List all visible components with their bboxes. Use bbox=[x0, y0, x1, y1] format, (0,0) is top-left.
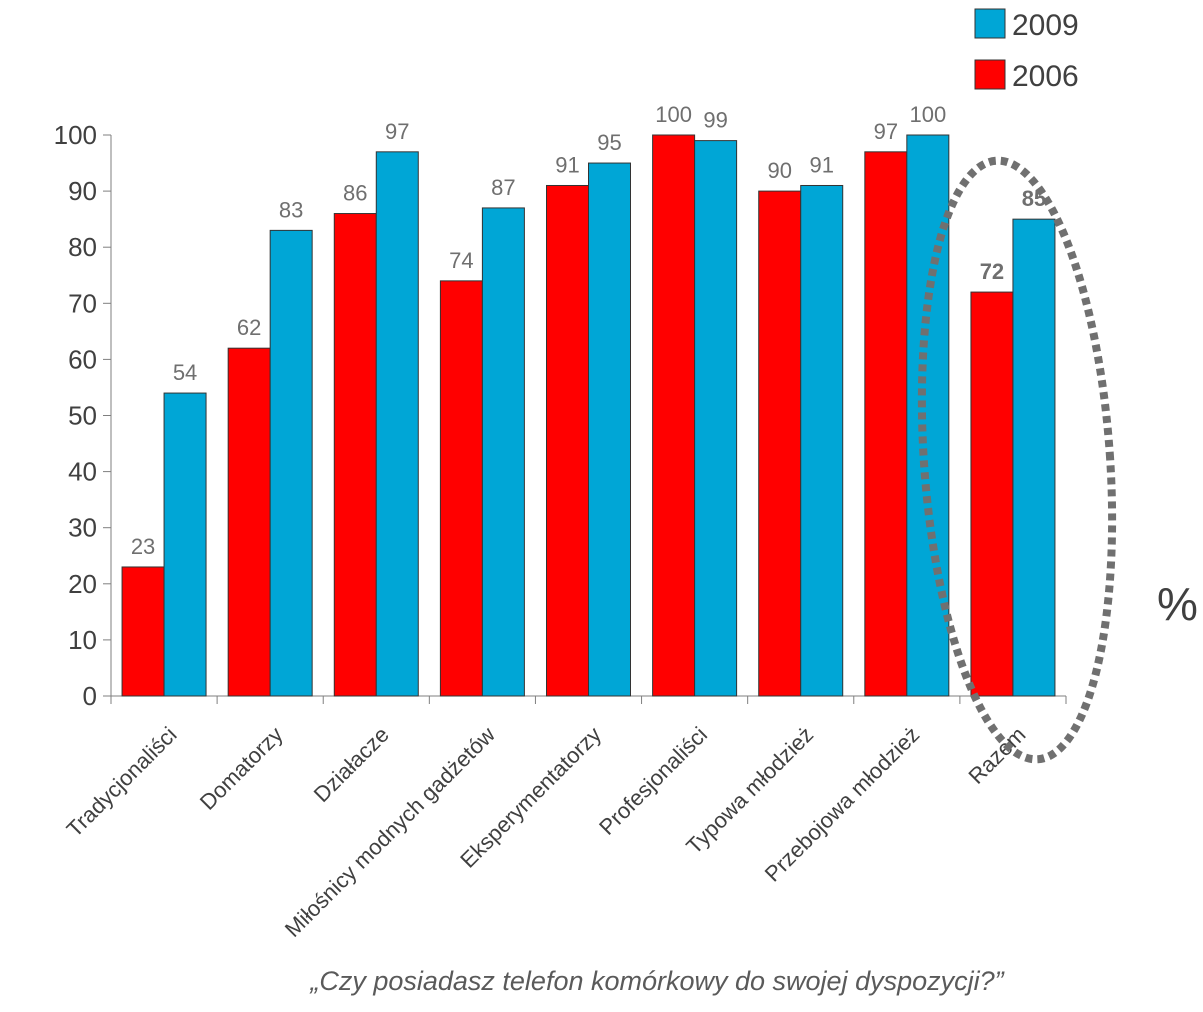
data-label-2009-2: 97 bbox=[385, 119, 409, 144]
data-label-2006-3: 74 bbox=[449, 248, 473, 273]
data-label-2009-5: 99 bbox=[703, 108, 727, 133]
data-label-2006-6: 90 bbox=[767, 158, 791, 183]
bar-2009-5 bbox=[694, 140, 738, 697]
y-tick-label: 100 bbox=[54, 120, 97, 150]
bar-2009-2 bbox=[375, 151, 419, 697]
category-label-1: Domatorzy bbox=[195, 722, 288, 815]
data-label-2006-4: 91 bbox=[555, 152, 579, 177]
bars-group bbox=[121, 134, 1056, 697]
bar-2009-7 bbox=[906, 134, 950, 697]
legend-swatch-2006 bbox=[974, 59, 1006, 90]
unit-label: % bbox=[1157, 578, 1198, 630]
y-tick-label: 40 bbox=[68, 457, 97, 487]
bar-2009-1 bbox=[269, 229, 313, 697]
y-axis: 0 10 20 30 40 50 60 70 80 90 100 bbox=[54, 120, 112, 711]
legend-label-2009: 2009 bbox=[1012, 9, 1079, 42]
category-label-0: Tradycjonaliści bbox=[62, 722, 182, 842]
y-tick-label: 30 bbox=[68, 513, 97, 543]
bar-2006-6 bbox=[758, 190, 802, 697]
y-tick-label: 0 bbox=[83, 681, 97, 711]
category-label-3: Miłośnicy modnych gadżetów bbox=[280, 722, 500, 942]
bar-2009-3 bbox=[481, 207, 525, 697]
bar-2006-4 bbox=[546, 184, 589, 697]
data-label-2006-7: 97 bbox=[874, 119, 898, 144]
data-label-2006-0: 23 bbox=[131, 534, 155, 559]
legend: 2009 2006 bbox=[974, 8, 1079, 93]
y-tick-label: 70 bbox=[68, 288, 97, 318]
data-label-2009-7: 100 bbox=[909, 102, 946, 127]
category-label-2: Działacze bbox=[309, 722, 394, 807]
y-tick-label: 10 bbox=[68, 625, 97, 655]
bar-2009-4 bbox=[588, 162, 631, 697]
bar-2006-7 bbox=[864, 151, 908, 697]
legend-label-2006: 2006 bbox=[1012, 60, 1079, 93]
data-label-2009-6: 91 bbox=[809, 152, 833, 177]
data-label-2009-3: 87 bbox=[491, 175, 515, 200]
bar-2006-3 bbox=[439, 280, 483, 697]
bar-2009-6 bbox=[800, 184, 844, 697]
category-labels-group: Tradycjonaliści Domatorzy DziałaczeMiłośni… bbox=[62, 722, 1031, 942]
bar-2006-2 bbox=[333, 213, 377, 697]
data-label-2009-4: 95 bbox=[597, 130, 621, 155]
y-tick-label: 90 bbox=[68, 176, 97, 206]
bar-2009-8 bbox=[1012, 218, 1056, 697]
bar-2009-0 bbox=[163, 392, 207, 697]
bar-2006-5 bbox=[652, 134, 696, 697]
x-axis bbox=[110, 695, 1067, 704]
category-label-5: Profesjonaliści bbox=[594, 722, 712, 840]
y-tick-label: 50 bbox=[68, 401, 97, 431]
legend-swatch-2009 bbox=[974, 8, 1006, 39]
bar-2006-0 bbox=[121, 566, 165, 697]
bar-2006-1 bbox=[227, 347, 271, 697]
data-label-2009-1: 83 bbox=[279, 197, 303, 222]
bar-2006-8 bbox=[970, 291, 1014, 697]
data-label-2006-5: 100 bbox=[655, 102, 692, 127]
y-tick-label: 80 bbox=[68, 232, 97, 262]
data-label-2006-2: 86 bbox=[343, 181, 367, 206]
data-label-2006-8: 72 bbox=[980, 259, 1004, 284]
data-label-2006-1: 62 bbox=[237, 315, 261, 340]
chart-caption: „Czy posiadasz telefon komórkowy do swoj… bbox=[309, 966, 1004, 996]
highlight-ellipse bbox=[917, 156, 1117, 764]
y-tick-label: 60 bbox=[68, 344, 97, 374]
y-tick-label: 20 bbox=[68, 569, 97, 599]
data-label-2009-0: 54 bbox=[173, 360, 197, 385]
